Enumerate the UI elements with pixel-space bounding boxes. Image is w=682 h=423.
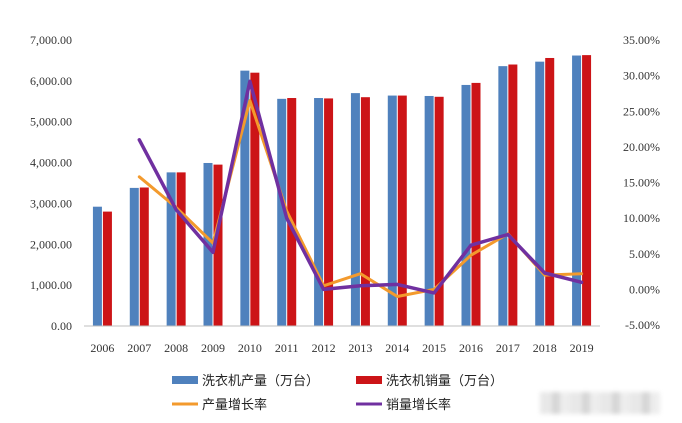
- legend-production-growth-label: 产量增长率: [202, 397, 267, 413]
- right-tick-label: 0.00%: [629, 282, 660, 296]
- sales-bar: [287, 98, 297, 326]
- right-tick-label: 5.00%: [629, 247, 660, 261]
- production-bar: [572, 55, 582, 326]
- production-bar: [240, 70, 250, 327]
- left-tick-label: 5,000.00: [30, 115, 72, 129]
- x-tick-label: 2014: [385, 341, 409, 355]
- right-tick-label: 35.00%: [623, 33, 660, 47]
- left-tick-label: 2,000.00: [30, 237, 72, 251]
- sales-bar: [508, 64, 518, 326]
- x-tick-label: 2006: [90, 341, 114, 355]
- right-axis-ticks: -5.00% 0.00% 5.00% 10.00% 15.00% 20.00% 25.00%…: [623, 33, 660, 332]
- sales-bar: [102, 211, 112, 326]
- production-bar: [498, 66, 508, 327]
- sales-bar: [471, 82, 481, 327]
- x-tick-label: 2017: [496, 341, 520, 355]
- x-tick-label: 2015: [422, 341, 446, 355]
- left-tick-label: 3,000.00: [30, 196, 72, 210]
- right-tick-label: 10.00%: [623, 211, 660, 225]
- x-tick-label: 2011: [275, 341, 299, 355]
- legend-sales-swatch: [356, 376, 382, 384]
- legend-sales-growth-label: 销量增长率: [386, 397, 451, 413]
- left-tick-label: 1,000.00: [30, 278, 72, 292]
- sales-bar: [324, 98, 334, 326]
- sales-bar: [434, 96, 444, 326]
- right-tick-label: 25.00%: [623, 104, 660, 118]
- x-tick-label: 2008: [164, 341, 188, 355]
- sales-growth-line: [137, 79, 584, 295]
- production-bar: [277, 98, 287, 326]
- legend-production-label: 洗衣机产量（万台）: [202, 373, 319, 389]
- x-tick-label: 2018: [533, 341, 557, 355]
- left-tick-label: 6,000.00: [30, 74, 72, 88]
- production-bar: [129, 187, 139, 326]
- left-tick-label: 4,000.00: [30, 156, 72, 170]
- growth-lines: [137, 79, 584, 298]
- sales-bar: [545, 57, 555, 326]
- production-bar: [424, 95, 434, 326]
- sales-bar: [139, 187, 149, 326]
- production-bar: [314, 98, 324, 326]
- production-bar: [166, 172, 176, 326]
- legend-sales-label: 洗衣机销量（万台）: [386, 373, 503, 389]
- x-tick-label: 2019: [570, 341, 594, 355]
- x-tick-label: 2010: [238, 341, 262, 355]
- left-axis-ticks: 0.00 1,000.00 2,000.00 3,000.00 4,000.00 5,00…: [30, 33, 72, 333]
- sales-bar: [250, 72, 260, 326]
- sales-bar: [213, 164, 223, 326]
- sales-bar: [176, 172, 186, 326]
- x-tick-label: 2012: [312, 341, 336, 355]
- sales-bar: [582, 55, 592, 327]
- x-axis-ticks: 2006 2007 2008 2009 2010 2011 2012 2013 2014 2015…: [90, 341, 593, 355]
- production-bar: [461, 84, 471, 326]
- right-tick-label: 20.00%: [623, 140, 660, 154]
- x-tick-label: 2007: [127, 341, 151, 355]
- right-tick-label: 15.00%: [623, 176, 660, 190]
- right-tick-label: -5.00%: [625, 318, 660, 332]
- legend: 洗衣机产量（万台） 洗衣机销量（万台） 产量增长率 销量增长率: [172, 373, 503, 413]
- production-bar: [350, 93, 360, 326]
- x-tick-label: 2013: [348, 341, 372, 355]
- legend-production-swatch: [172, 376, 198, 384]
- right-tick-label: 30.00%: [623, 69, 660, 83]
- x-tick-label: 2009: [201, 341, 225, 355]
- x-tick-label: 2016: [459, 341, 483, 355]
- left-tick-label: 7,000.00: [30, 33, 72, 47]
- blurred-watermark: [540, 392, 660, 414]
- sales-bar: [397, 95, 407, 327]
- left-tick-label: 0.00: [51, 319, 72, 333]
- production-bar: [387, 95, 397, 327]
- production-bar: [92, 206, 102, 326]
- sales-bar: [360, 97, 370, 326]
- production-bar: [535, 61, 545, 326]
